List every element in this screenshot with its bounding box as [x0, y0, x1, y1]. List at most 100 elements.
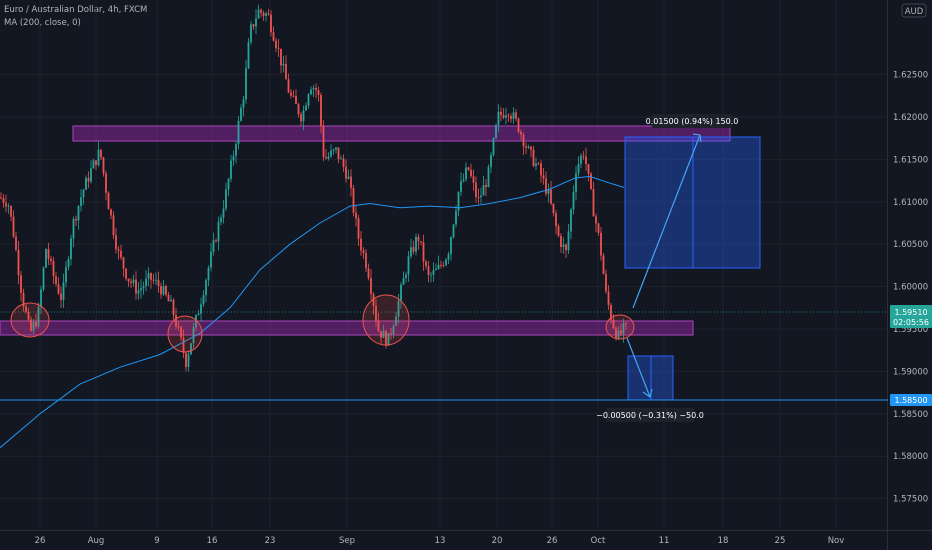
candle-body — [505, 115, 507, 118]
touch-circle-1[interactable] — [10, 302, 50, 338]
indicator-legend[interactable]: MA (200, close, 0) — [4, 18, 81, 28]
candle-body — [305, 105, 307, 111]
candle-body — [300, 114, 302, 122]
short-label-bg — [606, 408, 694, 422]
candle-body — [282, 63, 285, 66]
y-tick-label: 1.58500 — [893, 410, 928, 420]
candle-body — [215, 240, 217, 242]
candle-body — [197, 313, 200, 316]
candle-body — [102, 157, 105, 174]
candle-body — [280, 48, 282, 66]
candle-body — [45, 249, 47, 268]
candle-body — [450, 237, 452, 255]
chart-symbol-title[interactable]: Euro / Australian Dollar, 4h, FXCM — [4, 5, 148, 15]
candle-body — [35, 322, 37, 327]
candle-body — [207, 267, 210, 281]
candle-body — [535, 163, 537, 167]
candle-body — [2, 198, 5, 203]
candle-body — [95, 160, 97, 166]
candle-body — [180, 327, 182, 338]
candle-body — [7, 205, 10, 207]
y-tick-label: 1.61000 — [893, 198, 928, 208]
candle-body — [432, 270, 435, 275]
short-arrow[interactable] — [626, 337, 651, 398]
candle-body — [615, 328, 617, 339]
candle-body — [575, 173, 577, 192]
candle-body — [47, 249, 50, 259]
candle-body — [490, 154, 492, 167]
candle-body — [125, 268, 127, 279]
candle-body — [160, 286, 162, 295]
x-tick-label: Aug — [88, 536, 105, 546]
candle-body — [155, 279, 157, 281]
candle-body — [495, 124, 497, 139]
y-tick-label: 1.59000 — [893, 367, 928, 377]
candle-body — [270, 14, 272, 33]
candle-body — [540, 163, 542, 176]
candle-body — [287, 79, 290, 93]
resistance-zone[interactable] — [72, 125, 731, 142]
candle-body — [537, 163, 540, 165]
x-tick-label: Nov — [828, 536, 845, 546]
candle-body — [340, 158, 342, 160]
candle-body — [37, 306, 40, 327]
candle-body — [442, 264, 445, 266]
candle-body — [577, 163, 580, 174]
candle-body — [532, 149, 535, 167]
candle-body — [255, 18, 257, 27]
bar-countdown: 02:05:56 — [893, 318, 929, 327]
candle-body — [550, 189, 552, 204]
y-tick-label: 1.59500 — [893, 325, 928, 335]
candle-body — [342, 158, 345, 167]
candle-body — [460, 181, 462, 192]
y-tick-label: 1.61500 — [893, 155, 928, 165]
candle-body — [295, 95, 297, 104]
candle-body — [245, 68, 247, 100]
candle-body — [285, 63, 287, 80]
candle-body — [42, 267, 45, 290]
candle-body — [142, 286, 145, 289]
moving-average-line — [0, 175, 625, 449]
candle-body — [62, 282, 65, 300]
candle-body — [50, 258, 52, 261]
currency-badge-box[interactable] — [901, 3, 927, 18]
support-zone[interactable] — [0, 320, 694, 336]
candle-body — [17, 249, 20, 276]
candle-body — [107, 192, 110, 210]
candle-body — [602, 255, 605, 275]
candle-body — [585, 156, 587, 165]
candle-body — [475, 182, 477, 198]
candle-body — [40, 289, 42, 307]
candle-body — [227, 178, 230, 190]
candle-body — [232, 155, 235, 161]
candle-body — [25, 306, 27, 312]
candle-body — [500, 111, 502, 115]
last-price-value: 1.59510 — [894, 308, 927, 317]
candle-body — [190, 343, 192, 355]
candle-body — [435, 268, 437, 271]
x-tick-label: 20 — [492, 536, 503, 546]
candle-body — [32, 322, 35, 331]
price-axis-area[interactable] — [888, 0, 932, 530]
candle-body — [385, 331, 387, 346]
touch-circle-3[interactable] — [362, 294, 410, 346]
candle-body — [612, 319, 615, 329]
touch-circle-2[interactable] — [167, 315, 203, 353]
candle-body — [165, 286, 167, 295]
candle-body — [420, 241, 422, 243]
touch-circle-4[interactable] — [605, 314, 635, 340]
long-arrow[interactable] — [632, 134, 701, 309]
candle-body — [310, 89, 312, 95]
candle-body — [337, 147, 340, 160]
candle-body — [335, 147, 337, 150]
y-tick-label: 1.58000 — [893, 452, 928, 462]
candle-body — [162, 286, 165, 295]
x-tick-label: Sep — [339, 536, 355, 546]
x-tick-label: 9 — [154, 536, 159, 546]
candle-body — [487, 166, 490, 187]
candle-body — [467, 167, 470, 170]
x-tick-label: 23 — [265, 536, 276, 546]
candle-body — [132, 279, 135, 283]
candle-body — [380, 331, 382, 338]
